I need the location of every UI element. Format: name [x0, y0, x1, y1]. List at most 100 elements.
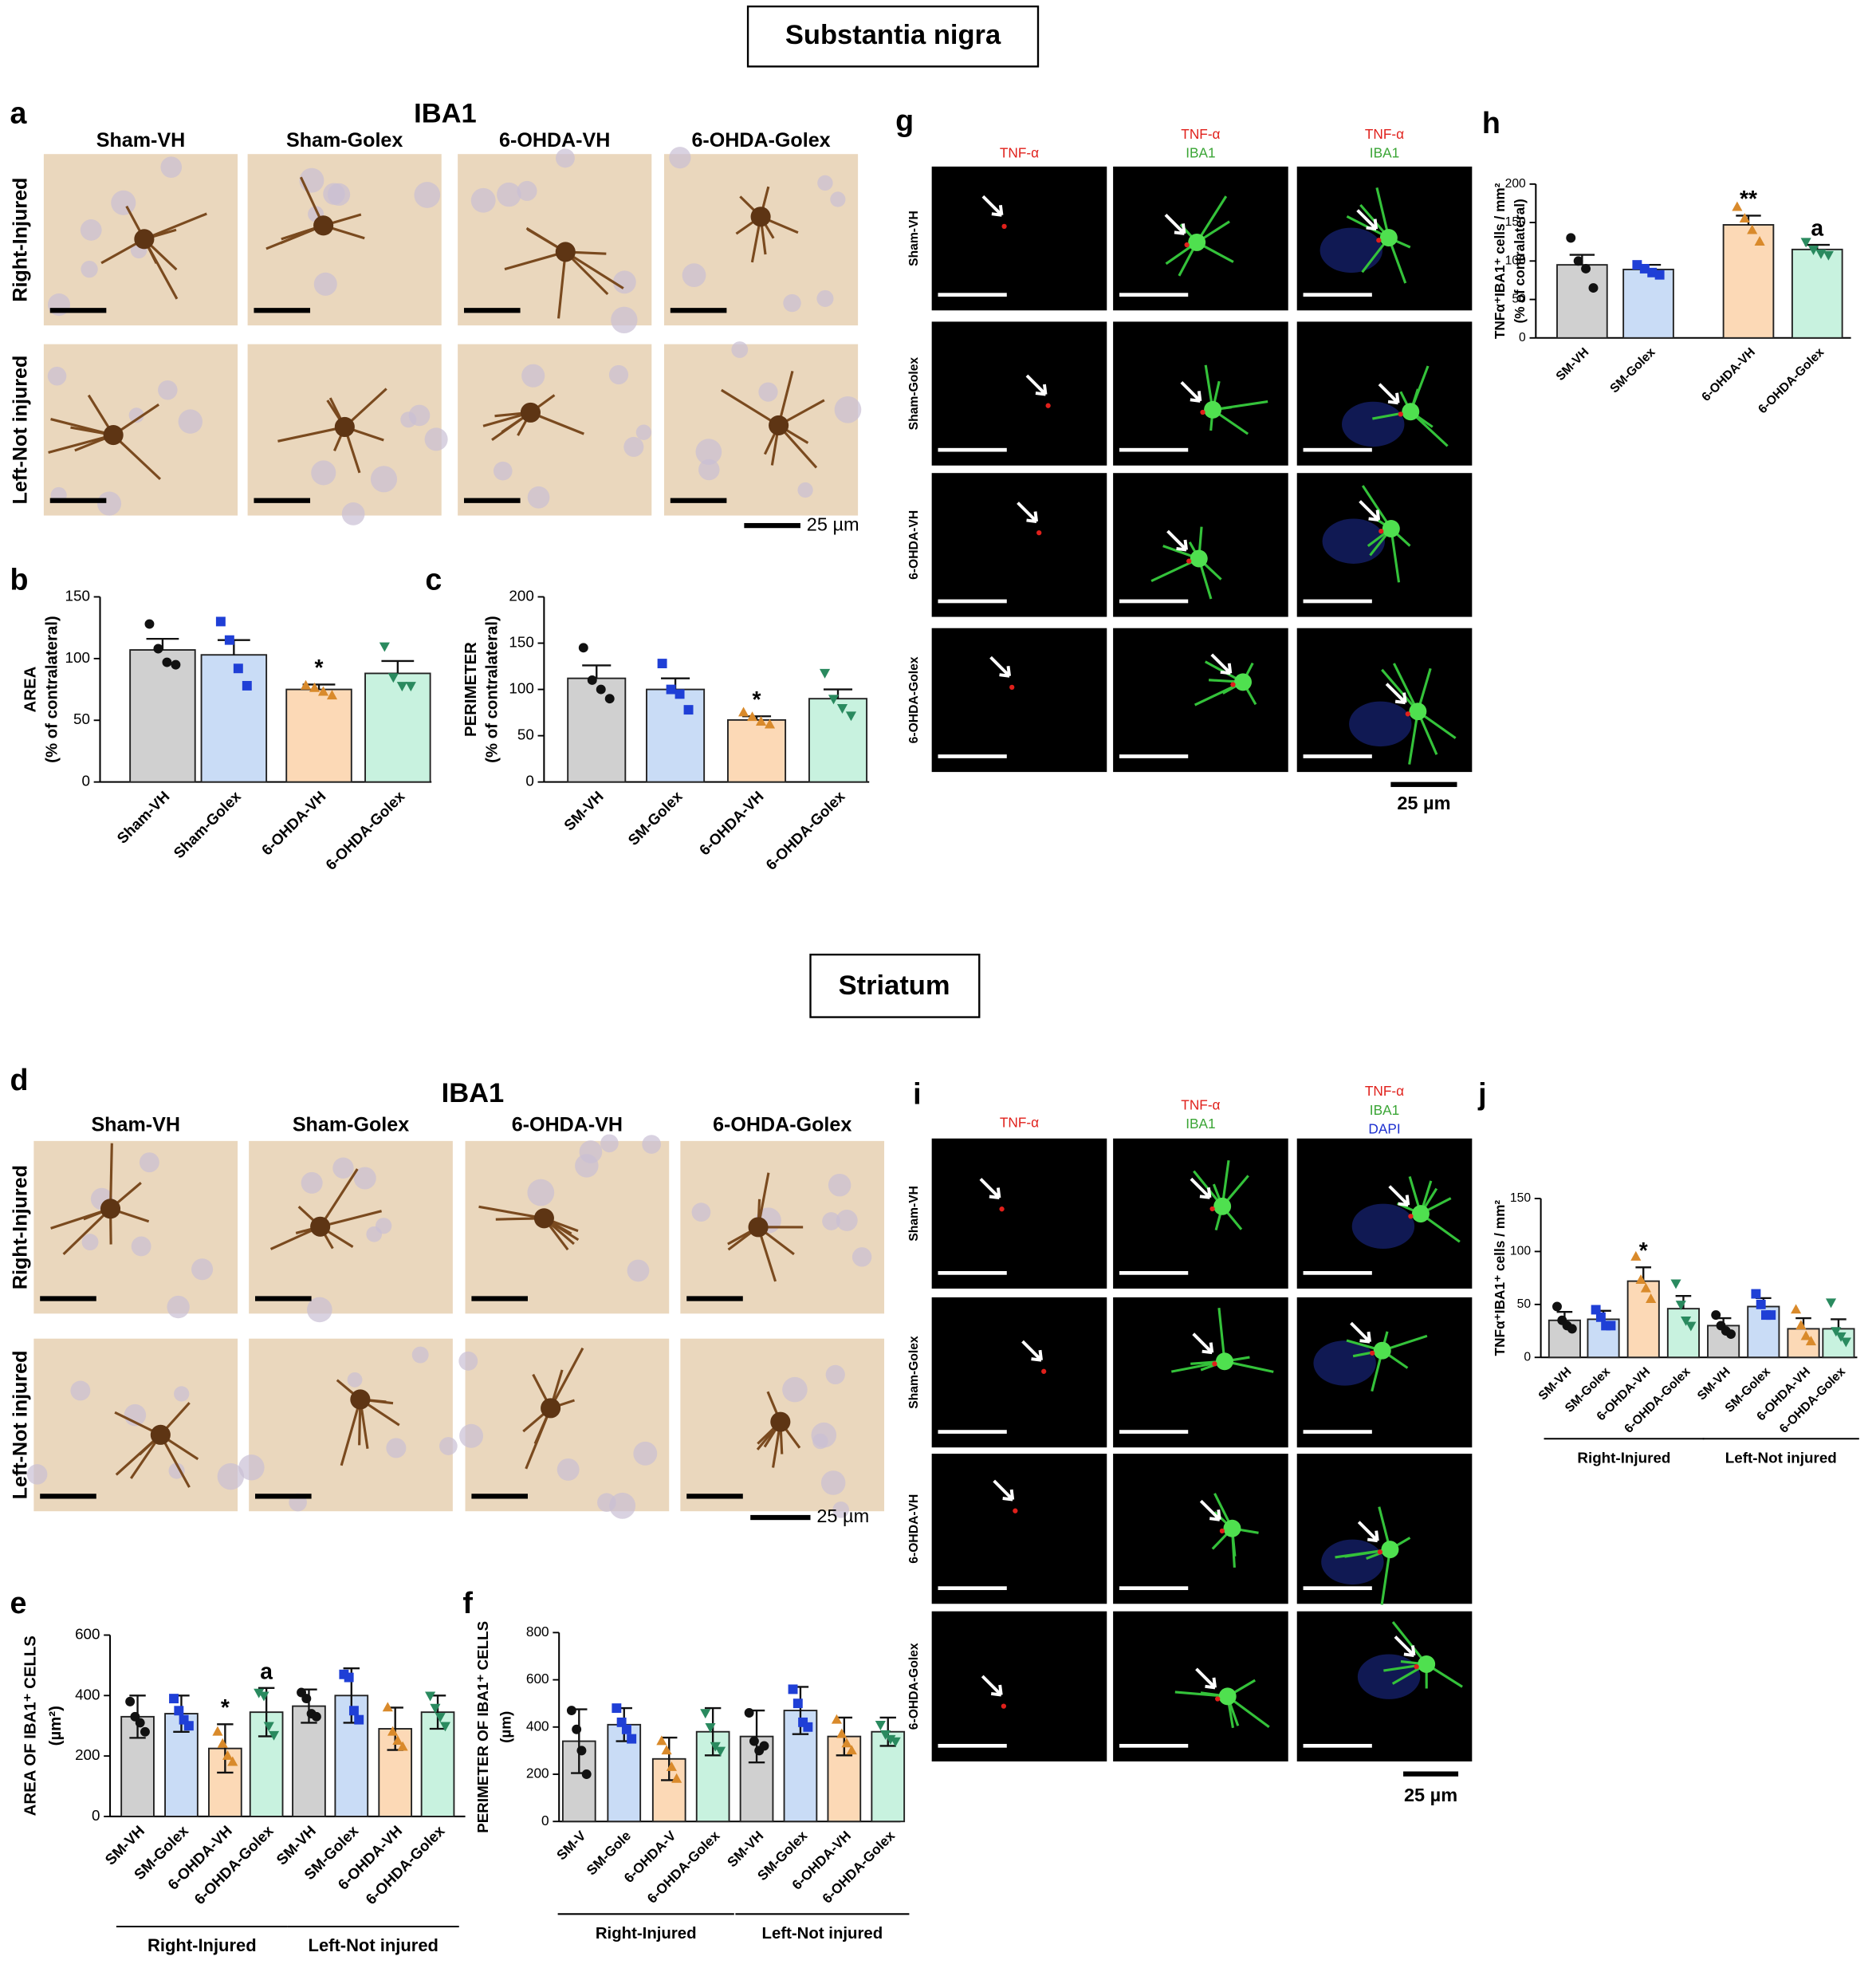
row-label: 6-OHDA-Golex	[907, 656, 921, 743]
scale-bar	[254, 308, 310, 313]
cell-body	[541, 1398, 560, 1418]
panel-letter: f	[462, 1586, 473, 1620]
panel-letter: d	[10, 1063, 29, 1096]
y-tick-label: 400	[526, 1718, 549, 1734]
tnf-signal	[1378, 1549, 1382, 1554]
tnf-signal	[999, 1206, 1004, 1211]
x-tick-label: 6-OHDA-VH	[696, 788, 767, 859]
data-point	[576, 1746, 586, 1755]
x-tick-label: SM-Golex	[1607, 345, 1658, 396]
y-tick-label: 800	[526, 1624, 549, 1639]
micrograph	[932, 321, 1107, 465]
scale-bar	[750, 1515, 810, 1520]
tnf-signal	[1406, 711, 1410, 716]
data-point	[700, 1709, 710, 1718]
cell-body	[151, 1425, 171, 1445]
data-point	[684, 705, 694, 714]
panel-letter: g	[895, 104, 914, 137]
data-point	[789, 1684, 798, 1694]
micrograph	[458, 154, 651, 325]
data-point	[1726, 1329, 1736, 1339]
data-point	[1711, 1310, 1721, 1320]
nucleus	[731, 341, 748, 358]
nucleus	[517, 181, 537, 201]
nucleus	[167, 1296, 189, 1318]
data-point	[1756, 1300, 1766, 1309]
tnf-signal	[1408, 1214, 1413, 1218]
bar	[1628, 1281, 1659, 1358]
tnf-signal	[1215, 1696, 1220, 1701]
micrograph	[1113, 1139, 1288, 1289]
nucleus	[692, 1202, 711, 1222]
y-axis-label: TNFα⁺IBA1⁺ cells / mm²	[1492, 1200, 1508, 1356]
nucleus	[238, 1454, 264, 1480]
channel-label: TNF-α	[1181, 126, 1220, 142]
cell-body	[310, 1217, 330, 1237]
iba1-signal	[1223, 1520, 1241, 1537]
y-tick-label: 200	[509, 587, 533, 604]
data-point	[582, 1769, 592, 1779]
group-label: Right-Injured	[1577, 1449, 1670, 1466]
scale-bar	[40, 1494, 96, 1498]
micrograph	[932, 628, 1107, 772]
y-axis-label: (% of contralateral)	[483, 616, 501, 763]
micrograph	[33, 1141, 238, 1313]
data-point	[596, 685, 606, 695]
cell-body	[350, 1389, 370, 1409]
tnf-signal	[1370, 1351, 1375, 1356]
nucleus	[497, 183, 521, 207]
tnf-signal	[1209, 1206, 1214, 1211]
cell-body	[521, 403, 541, 423]
scale-bar	[1119, 754, 1188, 758]
y-tick-label: 0	[1519, 331, 1526, 344]
nucleus	[158, 380, 177, 400]
nucleus	[822, 1212, 840, 1230]
scale-label: 25 µm	[816, 1506, 869, 1526]
scale-bar	[50, 308, 107, 313]
panel-title: IBA1	[442, 1078, 505, 1108]
nucleus	[48, 367, 67, 386]
micrograph	[44, 344, 238, 516]
row-label: Left-Not injured	[9, 356, 31, 505]
x-tick-label: SM-VH	[1554, 345, 1592, 384]
y-axis-label: (% of contralateral)	[1512, 199, 1528, 323]
column-label: Sham-Golex	[293, 1114, 409, 1136]
nucleus	[386, 1438, 406, 1458]
data-point	[174, 1706, 183, 1715]
error-bar	[824, 690, 852, 699]
panel-letter: i	[913, 1077, 921, 1110]
data-point	[140, 1727, 150, 1737]
bar	[809, 699, 867, 781]
nucleus	[758, 382, 777, 401]
nucleus	[812, 1434, 828, 1450]
tnf-signal	[1378, 529, 1383, 533]
scale-bar	[471, 1296, 528, 1301]
dapi-signal	[1358, 1654, 1420, 1698]
scale-bar	[938, 600, 1007, 604]
nucleus	[179, 409, 203, 433]
data-point	[125, 1697, 135, 1706]
row-label: Sham-VH	[907, 1186, 921, 1242]
y-tick-label: 100	[509, 680, 533, 697]
cell-body	[749, 1217, 769, 1237]
data-point	[425, 1692, 435, 1702]
tnf-signal	[1230, 682, 1235, 687]
iba1-signal	[1204, 401, 1221, 419]
scale-bar	[1119, 1430, 1188, 1434]
panel-title: IBA1	[414, 99, 477, 129]
scale-bar	[1304, 1586, 1372, 1590]
nucleus	[682, 263, 706, 287]
nucleus	[314, 273, 337, 296]
nucleus	[82, 1234, 99, 1250]
row-label: 6-OHDA-VH	[907, 510, 921, 580]
scale-bar	[1304, 293, 1372, 297]
data-point	[380, 643, 390, 652]
significance-label: a	[260, 1658, 273, 1683]
y-tick-label: 0	[1524, 1350, 1531, 1364]
tnf-signal	[1200, 410, 1205, 415]
column-label: 6-OHDA-VH	[512, 1114, 623, 1136]
tnf-signal	[1186, 559, 1191, 564]
channel-label: IBA1	[1186, 145, 1215, 161]
cell-body	[100, 1199, 120, 1218]
